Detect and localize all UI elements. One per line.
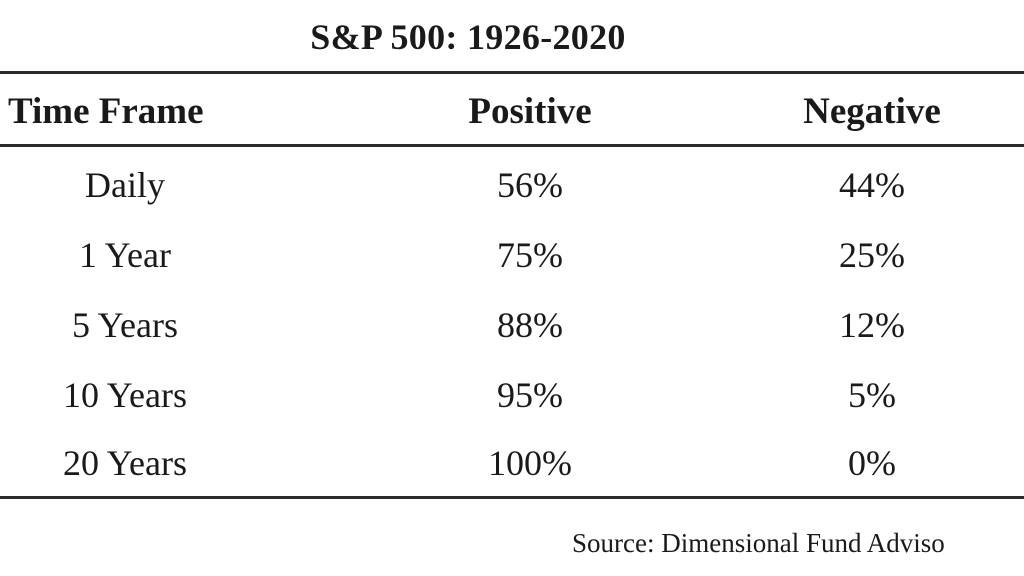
source-note: Source: Dimensional Fund Adviso <box>572 528 945 558</box>
row-positive: 56% <box>497 165 563 205</box>
header-negative: Negative <box>803 91 941 132</box>
row-negative: 0% <box>848 443 896 483</box>
top-rule <box>0 71 1024 74</box>
row-negative: 25% <box>839 235 905 275</box>
row-time-frame: 1 Year <box>78 235 171 275</box>
row-time-frame: 5 Years <box>71 305 178 345</box>
table-title: S&P 500: 1926-2020 <box>310 17 626 57</box>
bottom-rule <box>0 496 1024 499</box>
row-time-frame: 10 Years <box>62 375 187 415</box>
row-time-frame: 20 Years <box>62 443 187 483</box>
row-negative: 5% <box>848 375 896 415</box>
header-rule <box>0 144 1024 147</box>
row-positive: 75% <box>497 235 563 275</box>
row-positive: 100% <box>488 443 572 483</box>
row-negative: 44% <box>839 165 905 205</box>
header-time-frame: Time Frame <box>8 91 204 132</box>
header-positive: Positive <box>468 91 592 132</box>
row-time-frame: Daily <box>85 165 165 205</box>
row-positive: 95% <box>497 375 563 415</box>
row-positive: 88% <box>497 305 563 345</box>
row-negative: 12% <box>839 305 905 345</box>
